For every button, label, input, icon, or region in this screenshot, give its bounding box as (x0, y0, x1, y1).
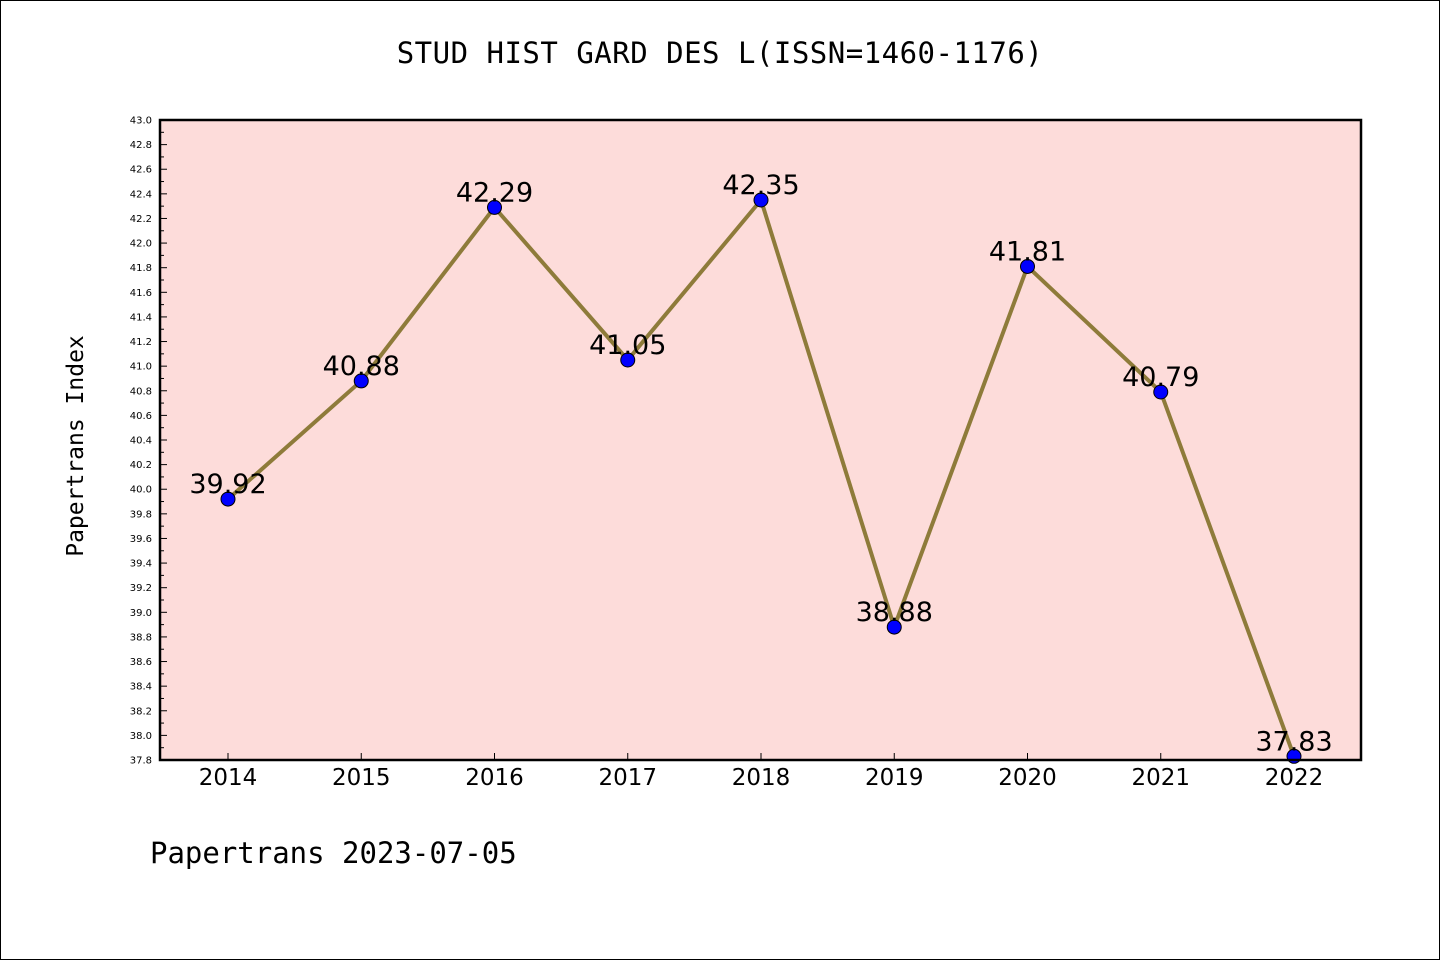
y-tick-label: 42.2 (130, 214, 152, 225)
y-tick-label: 41.8 (130, 263, 152, 274)
data-label: 40.79 (1122, 362, 1199, 393)
x-tick-label: 2017 (598, 765, 657, 791)
y-tick-label: 38.0 (130, 731, 152, 742)
y-tick-label: 38.8 (130, 632, 152, 643)
y-tick-label: 39.6 (130, 534, 152, 545)
y-tick-label: 42.4 (130, 189, 152, 200)
y-tick-label: 40.8 (130, 386, 152, 397)
data-label: 40.88 (323, 351, 400, 382)
data-label: 39.92 (189, 469, 266, 500)
y-tick-label: 38.4 (130, 682, 152, 693)
x-tick-label: 2021 (1131, 765, 1190, 791)
x-tick-label: 2022 (1265, 765, 1324, 791)
y-tick-label: 42.6 (130, 165, 152, 176)
data-point (1153, 384, 1169, 400)
data-point (620, 352, 636, 368)
y-tick-label: 39.8 (130, 509, 152, 520)
x-tick-label: 2014 (199, 765, 258, 791)
y-tick-label: 37.8 (130, 756, 152, 767)
y-tick-label: 38.2 (130, 706, 152, 717)
data-labels: 39.92 40.88 42.29 41.05 42.35 38.88 41.81 40.79… (189, 170, 1332, 757)
data-point (487, 199, 502, 215)
data-label: 42.29 (456, 177, 533, 208)
y-tick-label: 41.0 (130, 362, 152, 373)
x-tick-label: 2015 (332, 765, 391, 791)
y-tick-label: 39.0 (130, 608, 152, 619)
plot-border (158, 118, 1363, 762)
y-axis: 37.8 38.0 38.2 38.4 38.6 38.8 39.0 39.2 39.4 39.6… (130, 116, 167, 767)
x-tick-label: 2020 (998, 765, 1057, 791)
x-tick-label: 2018 (732, 765, 791, 791)
data-label: 41.81 (989, 236, 1066, 267)
y-tick-label: 39.4 (130, 559, 152, 570)
data-point (220, 491, 236, 507)
y-tick-label: 40.0 (130, 485, 152, 496)
y-tick-label: 41.2 (130, 337, 152, 348)
y-tick-label: 42.8 (130, 140, 152, 151)
data-label: 41.05 (589, 330, 666, 361)
x-axis: 2014 2015 2016 2017 2018 2019 2020 2021 2022 (199, 753, 1324, 791)
y-tick-label: 41.4 (130, 312, 152, 323)
plot-area (160, 120, 1361, 760)
data-label: 38.88 (856, 597, 933, 628)
x-tick-label: 2016 (465, 765, 524, 791)
y-tick-label: 43.0 (130, 116, 152, 127)
chart-title: STUD HIST GARD DES L(ISSN=1460-1176) (396, 36, 1044, 70)
data-label: 42.35 (722, 170, 799, 201)
y-tick-label: 40.4 (130, 436, 152, 447)
data-point (886, 619, 902, 635)
data-label: 37.83 (1255, 726, 1332, 757)
footer-text: Papertrans 2023-07-05 (150, 836, 517, 870)
y-tick-label: 41.6 (130, 288, 152, 299)
y-tick-label: 40.6 (130, 411, 152, 422)
y-tick-label: 40.2 (130, 460, 152, 471)
x-tick-label: 2019 (865, 765, 924, 791)
data-point (753, 192, 769, 208)
y-tick-label: 38.6 (130, 657, 152, 668)
y-tick-label: 42.0 (130, 239, 152, 250)
y-tick-label: 39.2 (130, 583, 152, 594)
data-point (353, 373, 369, 389)
data-point (1020, 258, 1035, 274)
